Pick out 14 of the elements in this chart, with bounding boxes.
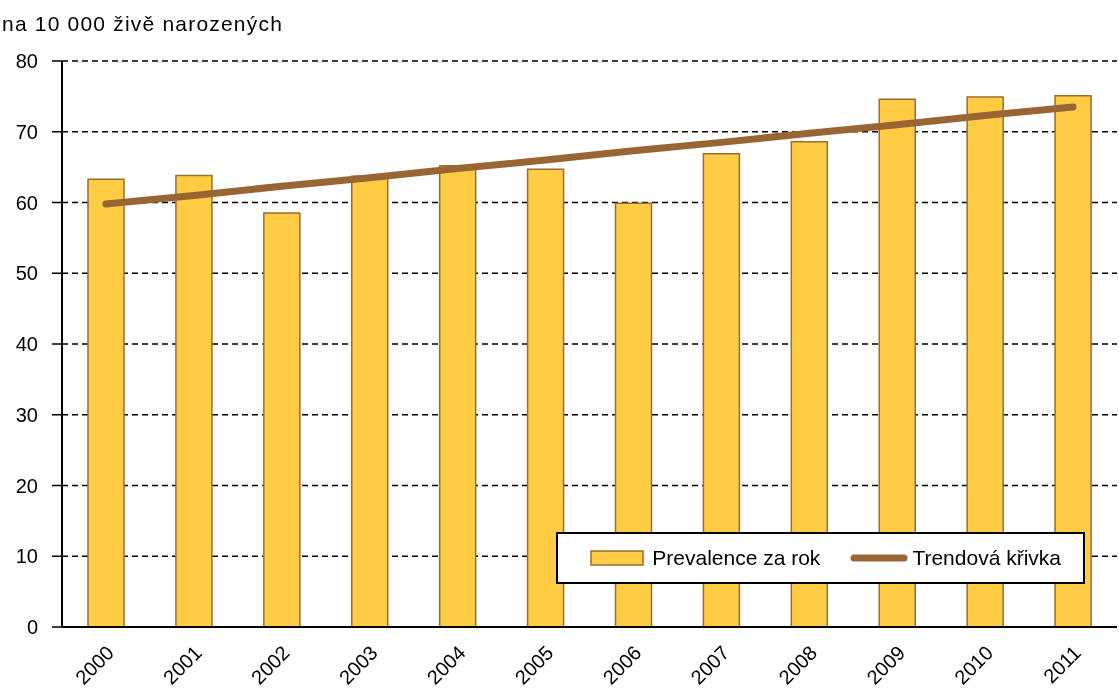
legend-label: Prevalence za rok	[652, 546, 821, 570]
y-axis-title: na 10 000 živě narozených	[2, 12, 284, 36]
bar	[526, 168, 565, 627]
y-tick-label: 40	[15, 333, 38, 356]
y-tick-label: 30	[15, 403, 38, 426]
y-tick-label: 20	[15, 474, 38, 497]
y-tick-label: 60	[15, 191, 38, 214]
y-tick-label: 50	[15, 262, 38, 285]
y-tick-label: 10	[15, 545, 38, 568]
legend-label: Trendová křivka	[912, 546, 1061, 570]
y-tick-label: 80	[15, 50, 38, 73]
y-tick-label: 0	[26, 616, 38, 639]
bar	[263, 212, 301, 627]
y-tick-label: 70	[15, 120, 38, 143]
